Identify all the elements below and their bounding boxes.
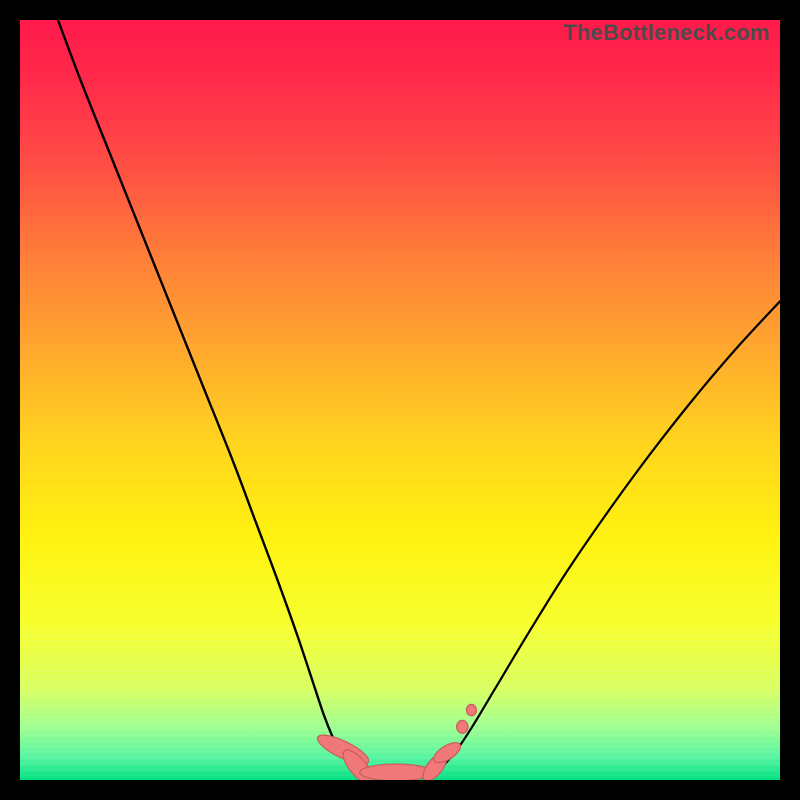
curve-right-lobe — [446, 301, 780, 763]
valley-marker-5 — [457, 720, 468, 733]
chart-frame: TheBottleneck.com — [0, 0, 800, 800]
watermark-text: TheBottleneck.com — [564, 20, 770, 46]
plot-area: TheBottleneck.com — [20, 20, 780, 780]
chart-curves — [20, 20, 780, 780]
valley-marker-2 — [360, 764, 433, 780]
curve-left-lobe — [58, 20, 348, 763]
valley-marker-6 — [467, 704, 477, 715]
